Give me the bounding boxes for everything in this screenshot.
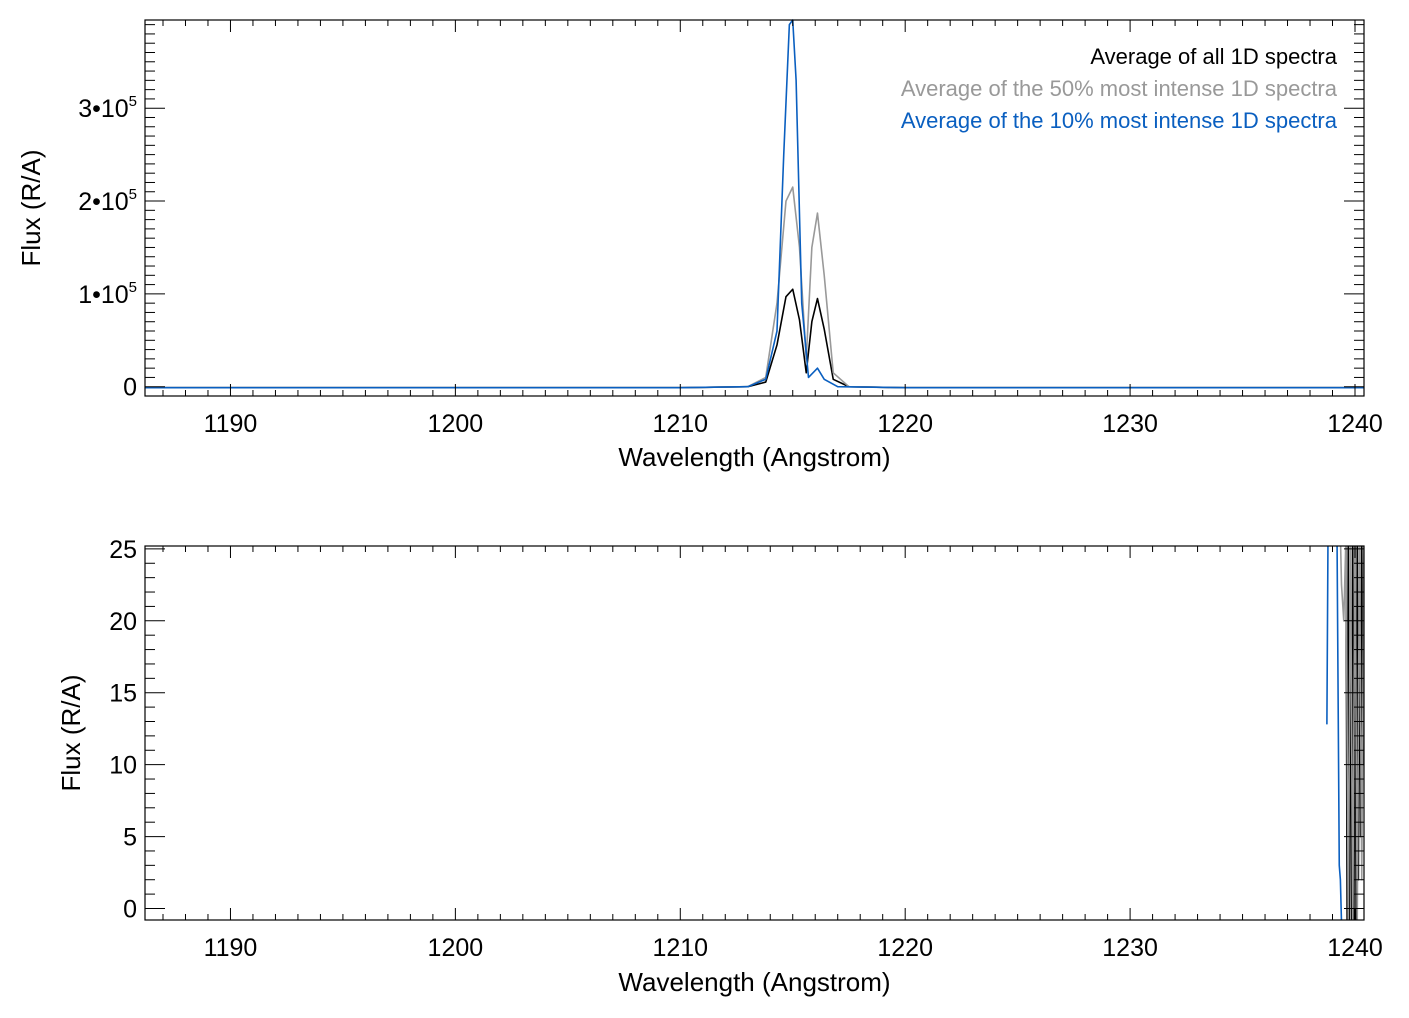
bottom-plot-x-tick-labels: 1190 1200 1210 1220 1230 1240 <box>204 934 1383 962</box>
y-tick-label: 15 <box>109 680 137 708</box>
y-tick-label: 2•105 <box>78 186 137 216</box>
bottom-plot-y-axis-title: Flux (R/A) <box>56 675 86 792</box>
top-plot-y-tick-labels: 0 1•105 2•105 3•105 <box>78 93 137 402</box>
x-tick-label: 1210 <box>652 934 708 962</box>
legend-entry-all: Average of all 1D spectra <box>1090 44 1337 69</box>
y-tick-label: 10 <box>109 752 137 780</box>
series-line-2 <box>1326 546 1343 920</box>
bottom-plot-series <box>1326 546 1364 920</box>
bottom-spectrum-plot: 1190 1200 1210 1220 1230 1240 0 5 10 15 20 25 Wave… <box>56 536 1383 997</box>
legend-entry-10-percent: Average of the 10% most intense 1D spect… <box>901 108 1338 133</box>
top-spectrum-plot: 1190 1200 1210 1220 1230 1240 0 1•105 2•105 3•10… <box>16 19 1383 472</box>
x-tick-label: 1230 <box>1102 934 1158 962</box>
series-line-1 <box>145 186 1364 389</box>
x-tick-label: 1230 <box>1102 410 1158 438</box>
bottom-plot-ticks <box>145 546 1364 920</box>
top-plot-frame <box>144 19 1365 397</box>
y-tick-label: 20 <box>109 608 137 636</box>
series-line-2 <box>145 19 1364 389</box>
y-tick-label: 3•105 <box>78 93 137 123</box>
x-tick-label: 1220 <box>877 410 933 438</box>
x-tick-label: 1220 <box>877 934 933 962</box>
top-plot-y-axis-title: Flux (R/A) <box>16 150 46 267</box>
x-tick-label: 1200 <box>428 410 484 438</box>
legend: Average of all 1D spectra Average of the… <box>901 44 1338 133</box>
series-line-0 <box>145 288 1364 389</box>
y-tick-label: 5 <box>123 824 137 852</box>
legend-entry-50-percent: Average of the 50% most intense 1D spect… <box>901 76 1338 101</box>
top-plot-ticks <box>145 20 1364 397</box>
x-tick-label: 1190 <box>204 410 258 438</box>
top-plot-x-axis-title: Wavelength (Angstrom) <box>618 442 890 472</box>
x-tick-label: 1240 <box>1327 934 1383 962</box>
x-tick-label: 1240 <box>1327 410 1383 438</box>
bottom-plot-frame <box>144 545 1365 921</box>
y-tick-label: 0 <box>123 374 137 402</box>
bottom-plot-x-axis-title: Wavelength (Angstrom) <box>618 967 890 997</box>
y-tick-label: 1•105 <box>78 279 137 309</box>
bottom-plot-y-tick-labels: 0 5 10 15 20 25 <box>109 536 137 924</box>
y-tick-label: 25 <box>109 536 137 564</box>
x-tick-label: 1190 <box>204 934 258 962</box>
y-tick-label: 0 <box>123 895 137 923</box>
x-tick-label: 1200 <box>428 934 484 962</box>
x-tick-label: 1210 <box>652 410 708 438</box>
top-plot-x-tick-labels: 1190 1200 1210 1220 1230 1240 <box>204 410 1383 438</box>
